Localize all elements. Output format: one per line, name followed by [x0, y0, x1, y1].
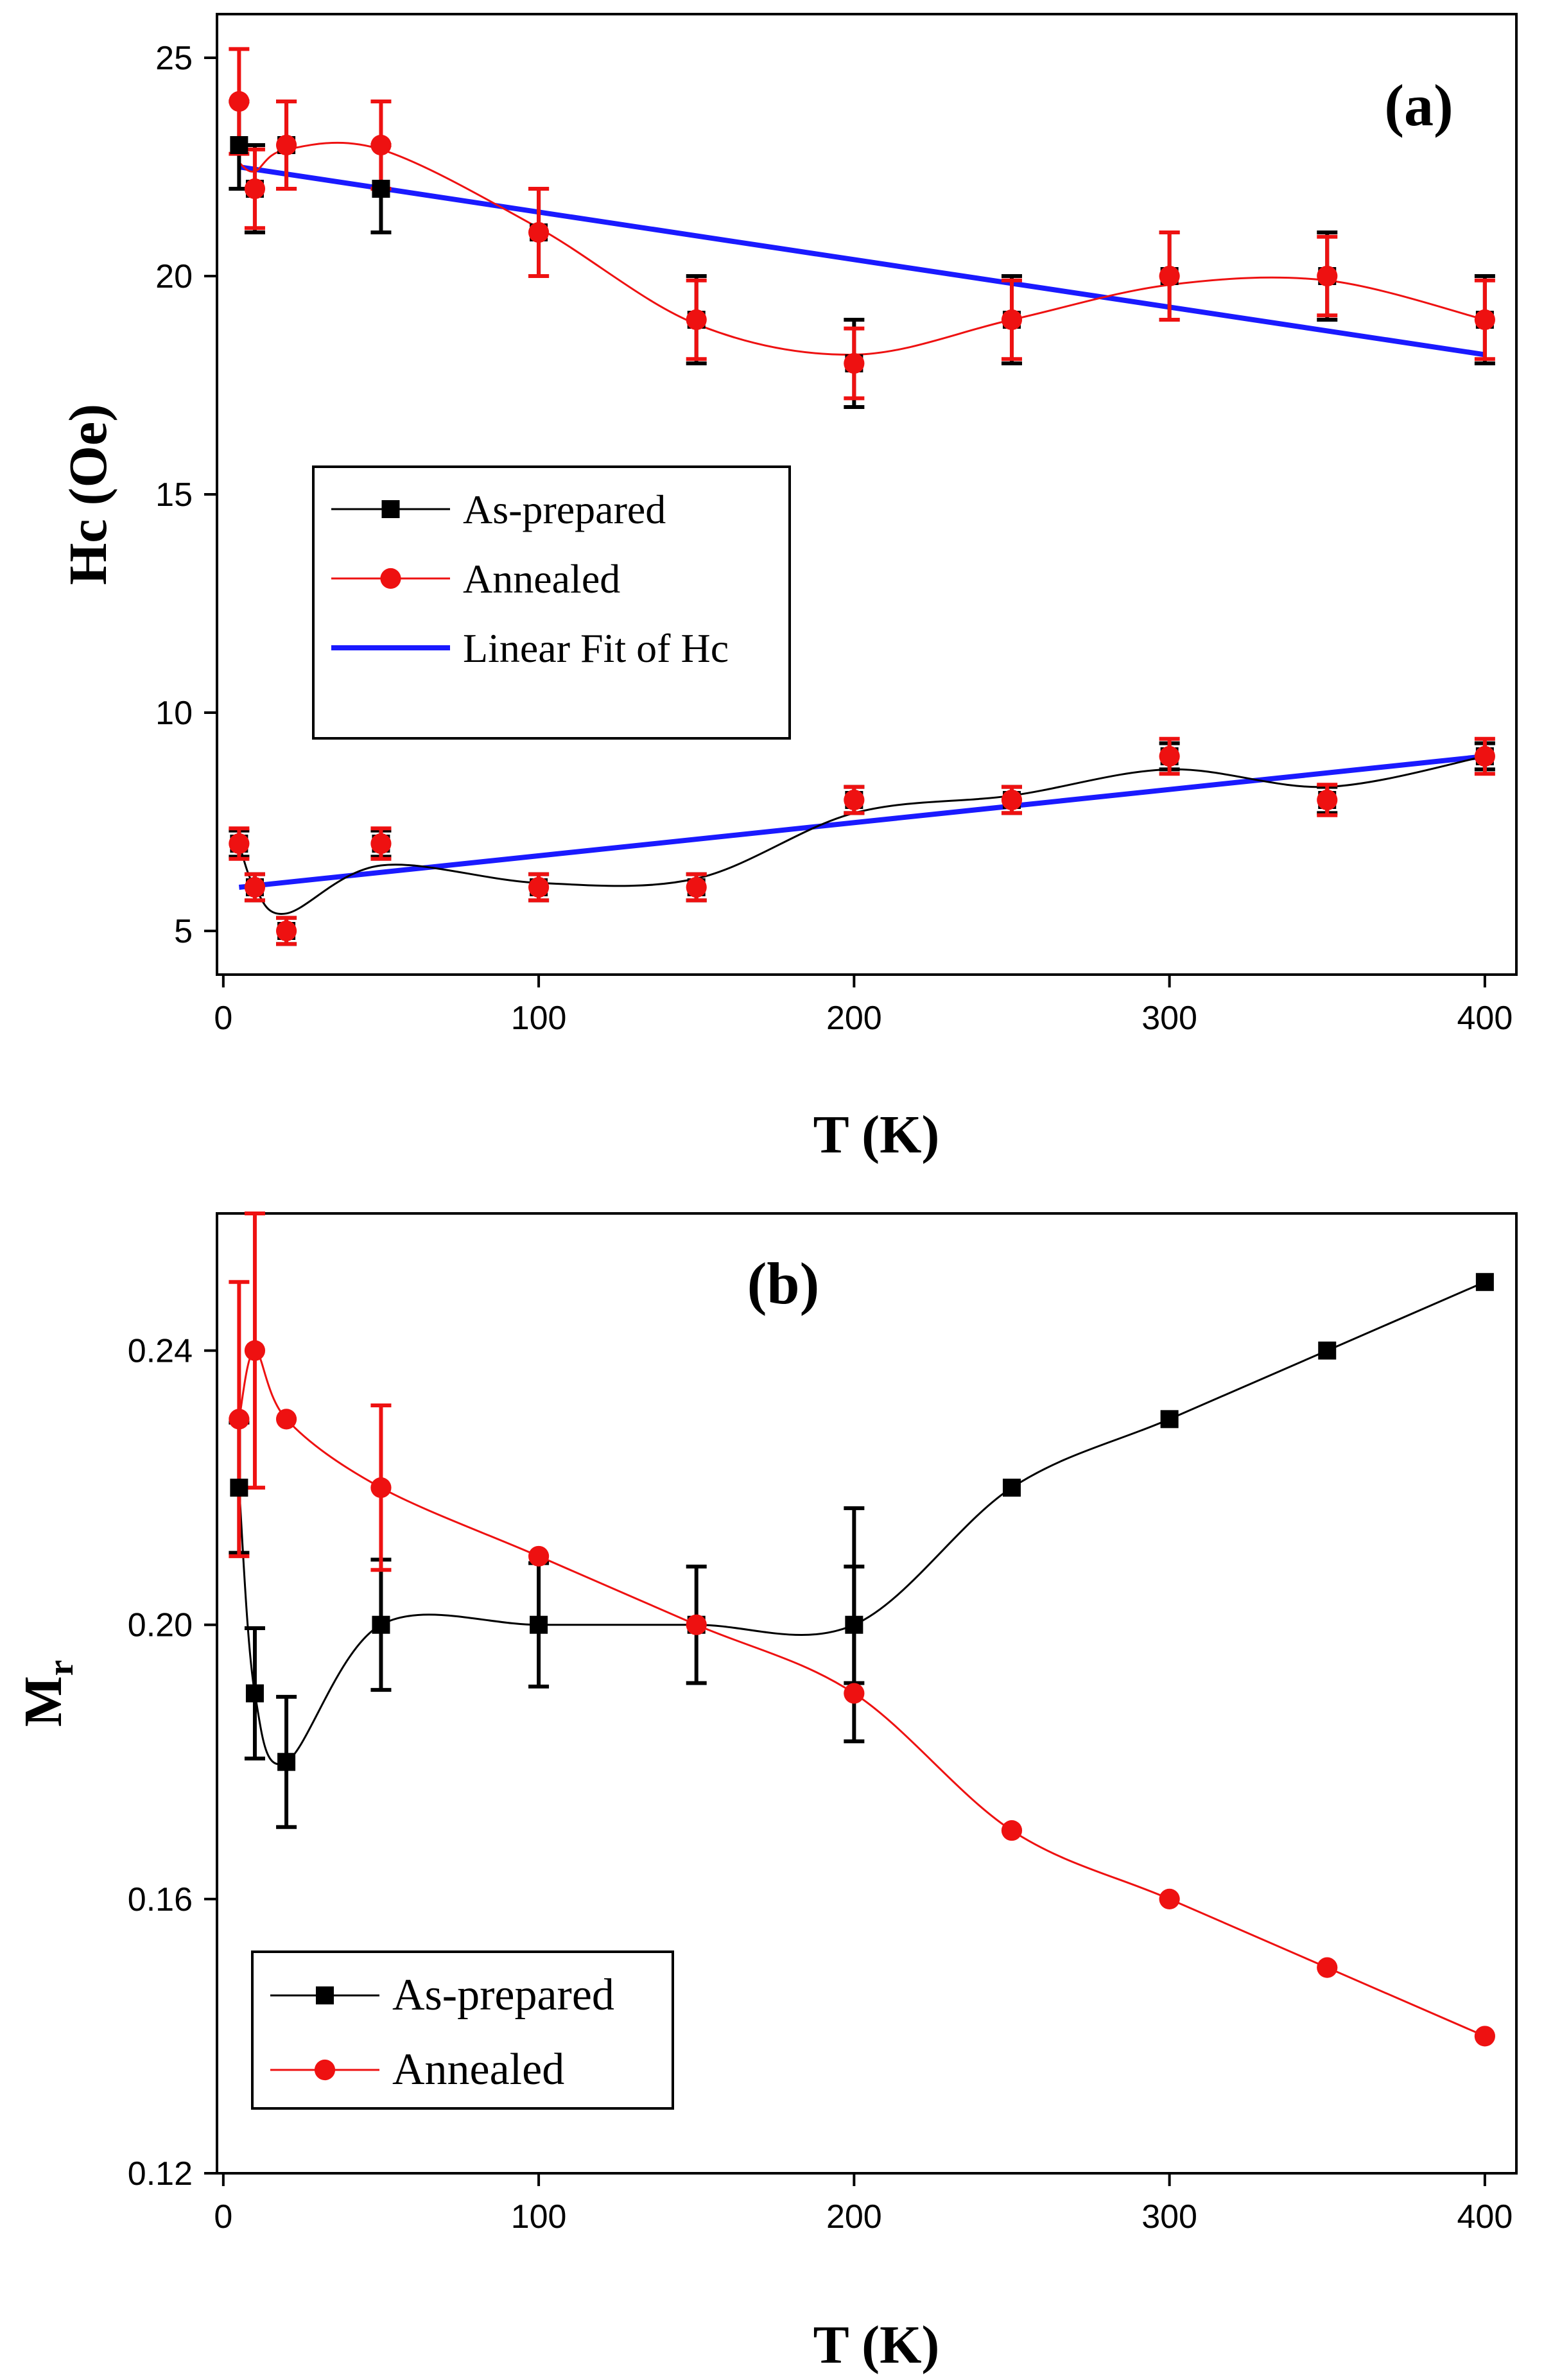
x-tick-label: 300: [1141, 2198, 1197, 2236]
data-point: [244, 876, 266, 898]
x-tick-label: 100: [511, 2198, 567, 2236]
y-tick-label: 10: [155, 695, 193, 732]
x-tick-label: 400: [1457, 2198, 1513, 2236]
data-point: [229, 1409, 250, 1430]
data-point: [370, 134, 392, 156]
x-axis-title: T (K): [813, 2315, 940, 2375]
data-point: [1317, 789, 1338, 811]
x-tick-label: 100: [511, 1000, 567, 1037]
data-point: [1474, 745, 1495, 767]
y-tick-label: 25: [155, 40, 193, 77]
data-point: [686, 876, 707, 898]
x-tick-label: 300: [1141, 1000, 1197, 1037]
panel-b: 0 100 200 300 400 0.12 0.16 0.20 0.24 T (K) Mr (b) A…: [13, 1212, 1518, 2375]
y-tick-label: 5: [174, 913, 193, 950]
data-point: [244, 178, 266, 200]
legend-label: As-prepared: [463, 487, 666, 532]
plot-frame: [216, 1212, 1518, 2175]
legend-label: Linear Fit of Hc: [463, 625, 729, 671]
x-tick-label: 0: [214, 2198, 232, 2236]
data-point: [528, 221, 550, 243]
data-point: [1159, 1888, 1180, 1909]
data-point: [1001, 789, 1023, 811]
data-point: [275, 920, 297, 942]
panel-label: (b): [747, 1251, 819, 1316]
data-point: [277, 1753, 296, 1771]
data-point: [1002, 1479, 1021, 1497]
data-point: [530, 1615, 548, 1634]
data-point: [1474, 2026, 1495, 2047]
legend-label: Annealed: [392, 2045, 564, 2094]
x-axis-title: T (K): [813, 1105, 940, 1165]
data-point: [230, 1479, 248, 1497]
x-tick-label: 400: [1457, 1000, 1513, 1037]
y-tick-label: 0.20: [128, 1607, 193, 1644]
y-tick-label: 20: [155, 258, 193, 295]
legend-marker: [381, 500, 400, 518]
data-point: [1001, 1820, 1023, 1841]
data-point: [686, 1614, 707, 1635]
linear-fit-line: [238, 164, 1486, 358]
data-point: [244, 1340, 266, 1361]
data-point: [229, 91, 250, 112]
data-point: [1159, 265, 1180, 287]
data-point: [275, 134, 297, 156]
data-point: [372, 180, 390, 198]
data-point: [1317, 1957, 1338, 1978]
data-point: [1475, 1273, 1494, 1291]
series-curve: [238, 1350, 1486, 2037]
data-point: [528, 1545, 550, 1567]
data-point: [528, 876, 550, 898]
data-point: [1160, 1410, 1179, 1429]
data-point: [1159, 745, 1180, 767]
y-tick-label: 0.16: [128, 1881, 193, 1918]
x-tick-label: 0: [214, 1000, 232, 1037]
smooth-curve: [238, 141, 1486, 356]
data-point: [229, 833, 250, 855]
y-axis-title-main: M: [13, 1676, 73, 1726]
y-axis-title-sub: r: [41, 1660, 81, 1676]
data-point: [844, 1683, 865, 1704]
legend-label: As-prepared: [392, 1970, 614, 2020]
data-point: [844, 789, 865, 811]
panel-a: 0 100 200 300 400 5 10 15 20 25 T (K) Hc (Oe) (a) As-…: [58, 13, 1518, 1165]
y-tick-label: 0.12: [128, 2155, 193, 2193]
data-point: [245, 1684, 264, 1703]
data-point: [1317, 265, 1338, 287]
data-point: [845, 1615, 863, 1634]
data-point: [275, 1409, 297, 1430]
legend-marker: [316, 1986, 334, 2004]
data-point: [370, 833, 392, 855]
x-tick-label: 200: [826, 1000, 882, 1037]
y-tick-label: 15: [155, 476, 193, 514]
data-point: [1474, 309, 1495, 331]
linear-fit-line: [238, 754, 1486, 890]
data-point: [1001, 309, 1023, 331]
smooth-curve: [238, 755, 1486, 916]
series-curve: [238, 1281, 1486, 1766]
legend-label: Annealed: [463, 556, 620, 602]
data-point: [372, 1615, 390, 1634]
data-point: [230, 136, 248, 154]
legend-marker: [380, 568, 401, 589]
legend-box: [251, 1950, 674, 2110]
data-point: [844, 352, 865, 374]
data-point: [1318, 1341, 1337, 1360]
legend-marker: [314, 2059, 336, 2081]
y-tick-label: 0.24: [128, 1333, 193, 1370]
data-point: [686, 309, 707, 331]
y-axis-title: Hc (Oe): [58, 404, 118, 585]
x-tick-label: 200: [826, 2198, 882, 2236]
panel-label: (a): [1384, 73, 1453, 138]
data-point: [370, 1477, 392, 1498]
y-axis-title: Mr: [13, 1660, 81, 1726]
